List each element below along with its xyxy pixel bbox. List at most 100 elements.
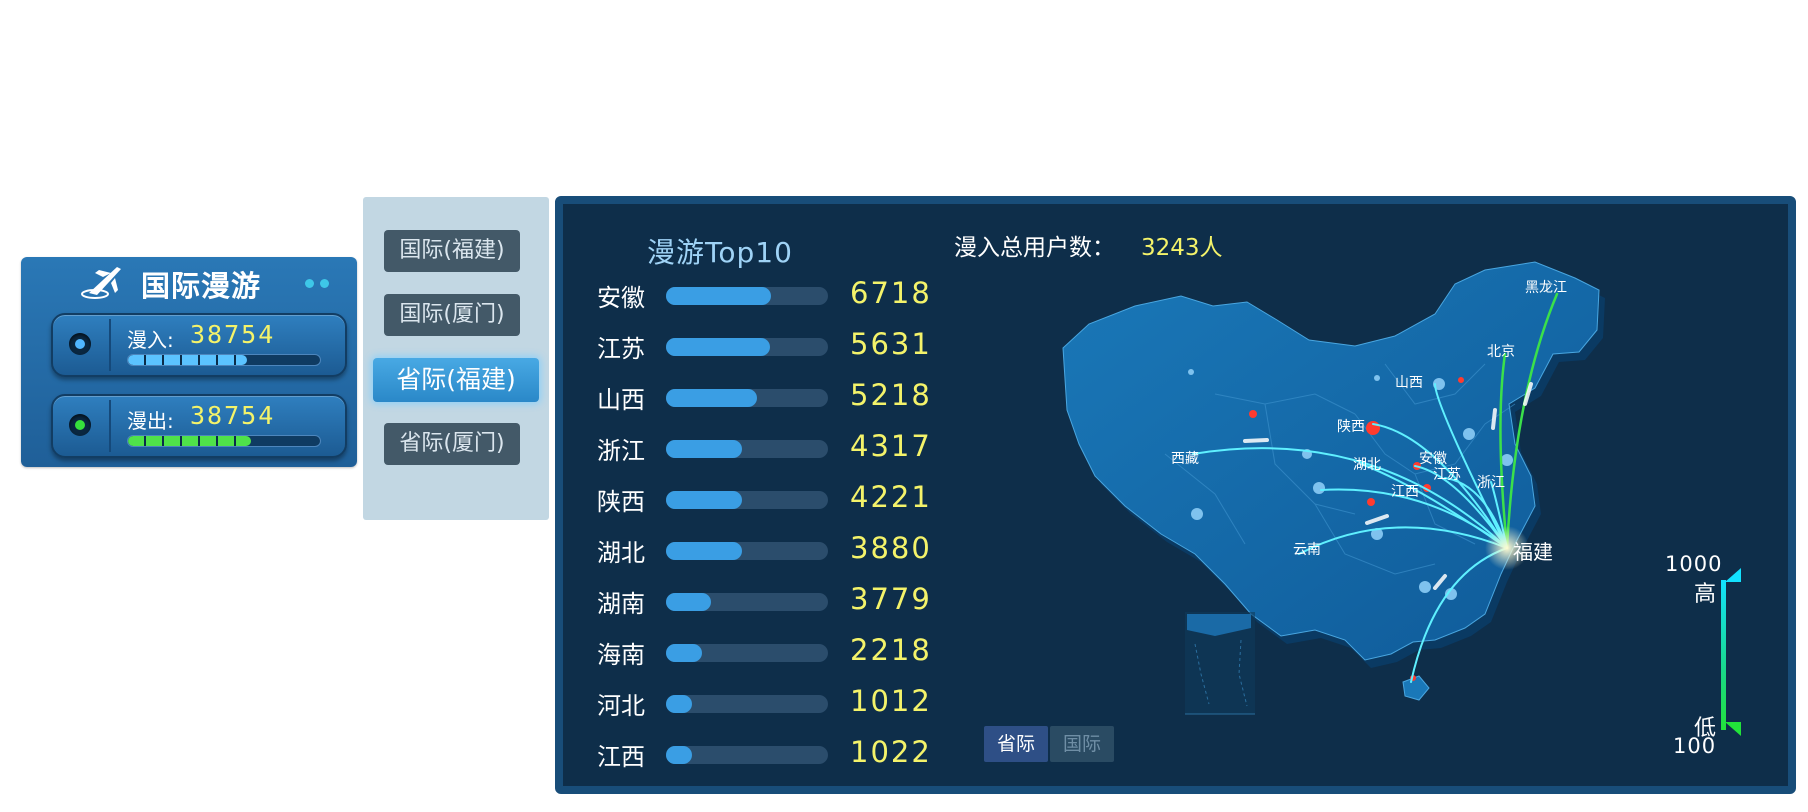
map-label-shaanxi: 陕西 <box>1337 419 1365 435</box>
top10-row: 河北 1012 <box>597 682 937 722</box>
top10-bar-track <box>666 644 828 662</box>
top10-value: 4221 <box>850 480 932 514</box>
status-dot <box>320 279 329 288</box>
top10-province: 山西 <box>597 386 645 414</box>
fujian-glow <box>1485 526 1529 570</box>
intl-card-header: 国际漫游 <box>61 257 351 307</box>
total-users-label: 漫入总用户数： <box>954 235 1115 261</box>
map-label-tibet: 西藏 <box>1171 451 1199 467</box>
china-roaming-map: 黑龙江 北京 山西 陕西 西藏 湖北 安徽 江苏 浙江 江西 云南 福建 <box>1062 261 1605 715</box>
outbound-progress <box>127 435 321 447</box>
inbound-label: 漫入: <box>127 328 174 352</box>
legend-bottom-arrow-icon <box>1725 722 1741 736</box>
top10-row: 湖南 3779 <box>597 580 937 620</box>
top10-bar-track <box>666 542 828 560</box>
legend-low-label: 低 <box>1694 716 1717 741</box>
legend-high-label: 高 <box>1694 582 1717 607</box>
top10-row: 安徽 6718 <box>597 274 937 314</box>
top10-province: 湖南 <box>597 590 645 618</box>
top10-bar-fill <box>666 440 743 458</box>
total-users-value: 3243人 <box>1141 235 1223 261</box>
top10-bar-fill <box>666 287 772 305</box>
top10-province: 海南 <box>597 641 645 669</box>
tab-domestic[interactable]: 省际 <box>984 726 1048 762</box>
legend-low-value: 100 <box>1673 734 1717 758</box>
outbound-value: 38754 <box>190 401 276 430</box>
top10-bar-track <box>666 491 828 509</box>
inbound-value: 38754 <box>190 320 276 349</box>
top10-row: 海南 2218 <box>597 631 937 671</box>
intl-card-title: 国际漫游 <box>141 269 262 303</box>
top10-value: 4317 <box>850 429 932 463</box>
airplane-icon <box>81 267 121 299</box>
top10-bar-fill <box>666 644 702 662</box>
scope-option-intl-fujian[interactable]: 国际(福建) <box>384 230 520 272</box>
top10-value: 1012 <box>850 684 932 718</box>
top10-bar-track <box>666 338 828 356</box>
legend-top-arrow-icon <box>1725 568 1741 582</box>
top10-value: 6718 <box>850 276 932 310</box>
scope-option-domestic-xiamen[interactable]: 省际(厦门) <box>384 423 520 465</box>
top10-province: 陕西 <box>597 488 645 516</box>
roaming-dashboard: 漫游Top10 安徽 6718 江苏 5631 山西 5218 浙江 4317 陕西 42… <box>555 196 1796 794</box>
map-label-heilongjiang: 黑龙江 <box>1525 280 1567 296</box>
top10-bar-track <box>666 593 828 611</box>
south-china-sea-inset <box>1185 612 1255 715</box>
map-label-destination: 福建 <box>1513 540 1553 564</box>
scope-option-domestic-fujian[interactable]: 省际(福建) <box>373 358 539 402</box>
status-dots <box>305 273 335 292</box>
top10-value: 5218 <box>850 378 932 412</box>
outbound-label: 漫出: <box>127 409 174 433</box>
inbound-stat: 漫入: 38754 <box>51 313 347 377</box>
map-label-yunnan: 云南 <box>1293 542 1321 558</box>
map-label-beijing: 北京 <box>1487 344 1515 360</box>
divider <box>109 400 111 452</box>
map-label-zhejiang: 浙江 <box>1477 475 1505 491</box>
top10-bar-fill <box>666 491 743 509</box>
top10-title: 漫游Top10 <box>647 236 793 269</box>
outbound-led-icon <box>69 414 91 436</box>
province-labels: 黑龙江 北京 山西 陕西 西藏 湖北 安徽 江苏 浙江 江西 云南 福建 <box>1171 280 1567 564</box>
top10-bar-track <box>666 389 828 407</box>
top10-bar-fill <box>666 338 770 356</box>
legend-color-scale <box>1721 580 1726 730</box>
top10-bar-fill <box>666 746 692 764</box>
flow-highlights <box>1243 382 1533 590</box>
scope-option-intl-xiamen[interactable]: 国际(厦门) <box>384 294 520 336</box>
top10-bar-track <box>666 440 828 458</box>
top10-province: 安徽 <box>597 284 645 312</box>
top10-province: 浙江 <box>597 437 645 465</box>
hainan-island <box>1402 675 1430 701</box>
top10-row: 山西 5218 <box>597 376 937 416</box>
top10-bar-fill <box>666 695 692 713</box>
top10-row: 江西 1022 <box>597 733 937 773</box>
outbound-stat: 漫出: 38754 <box>51 394 347 458</box>
top10-bar-track <box>666 287 828 305</box>
top10-province: 湖北 <box>597 539 645 567</box>
map-label-jiangxi: 江西 <box>1391 484 1419 500</box>
top10-province: 江苏 <box>597 335 645 363</box>
top10-bar-fill <box>666 389 757 407</box>
top10-bar-track <box>666 746 828 764</box>
top10-row: 陕西 4221 <box>597 478 937 518</box>
intl-roaming-card: 国际漫游 漫入: 38754 漫出: 38754 <box>21 257 357 467</box>
top10-bar-track <box>666 695 828 713</box>
china-outline <box>1062 261 1600 661</box>
map-label-anhui: 安徽 <box>1419 451 1447 467</box>
top10-row: 湖北 3880 <box>597 529 937 569</box>
scope-selector-panel: 国际(福建) 国际(厦门) 省际(福建) 省际(厦门) <box>363 197 549 520</box>
map-label-jiangsu: 江苏 <box>1433 467 1461 483</box>
divider <box>109 319 111 371</box>
top10-value: 1022 <box>850 735 932 769</box>
tab-international[interactable]: 国际 <box>1050 726 1114 762</box>
top10-province: 河北 <box>597 692 645 720</box>
top10-value: 3779 <box>850 582 932 616</box>
top10-value: 2218 <box>850 633 932 667</box>
map-label-hubei: 湖北 <box>1353 457 1381 473</box>
top10-province: 江西 <box>597 743 645 771</box>
legend-high-value: 1000 <box>1665 552 1723 576</box>
top10-bar-fill <box>666 542 743 560</box>
status-dot <box>305 279 314 288</box>
top10-row: 江苏 5631 <box>597 325 937 365</box>
top10-value: 3880 <box>850 531 932 565</box>
